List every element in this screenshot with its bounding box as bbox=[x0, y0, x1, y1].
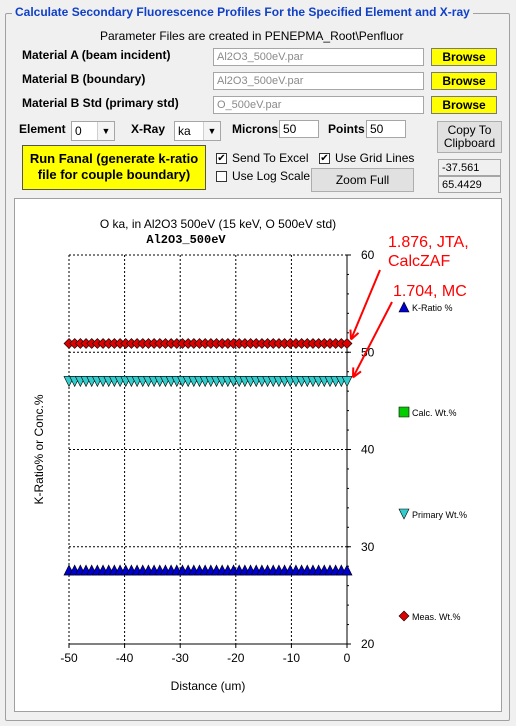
use-grid-lines-label: Use Grid Lines bbox=[335, 151, 415, 165]
use-grid-lines-checkbox[interactable]: ✔ bbox=[319, 153, 330, 164]
y-tick-label: 20 bbox=[361, 637, 375, 651]
annotation-jta: 1.876, JTA, bbox=[388, 234, 469, 251]
y-tick-label: 30 bbox=[361, 540, 375, 554]
x-tick-label: -30 bbox=[172, 651, 190, 665]
microns-field[interactable]: 50 bbox=[279, 120, 319, 138]
material-b-browse-button[interactable]: Browse bbox=[431, 72, 497, 90]
material-b-label: Material B (boundary) bbox=[22, 72, 146, 86]
chevron-down-icon[interactable]: ▼ bbox=[97, 122, 114, 140]
x-axis-label: Distance (um) bbox=[171, 679, 246, 693]
xray-select[interactable]: ka ▼ bbox=[174, 121, 221, 141]
annotation-jta-line2: CalcZAF bbox=[388, 253, 450, 270]
element-label: Element bbox=[19, 122, 66, 136]
material-b-field[interactable]: Al2O3_500eV.par bbox=[213, 72, 424, 90]
material-b-std-browse-button[interactable]: Browse bbox=[431, 96, 497, 114]
x-tick-label: 0 bbox=[344, 651, 351, 665]
legend-marker bbox=[398, 610, 410, 622]
material-b-std-field[interactable]: O_500eV.par bbox=[213, 96, 424, 114]
data-point bbox=[341, 338, 353, 349]
element-select[interactable]: 0 ▼ bbox=[71, 121, 115, 141]
legend-marker bbox=[398, 406, 410, 418]
x-tick-label: -20 bbox=[227, 651, 245, 665]
use-log-scale-checkbox[interactable] bbox=[216, 171, 227, 182]
use-log-scale-label: Use Log Scale bbox=[232, 169, 311, 183]
material-a-field[interactable]: Al2O3_500eV.par bbox=[213, 48, 424, 66]
annotation-arrow-jta-head bbox=[349, 329, 360, 341]
annotation-arrow-mc bbox=[352, 301, 393, 378]
annotation-mc: 1.704, MC bbox=[393, 283, 467, 300]
y-axis-label: K-Ratio% or Conc.% bbox=[32, 394, 46, 504]
x-tick-label: -40 bbox=[116, 651, 134, 665]
data-point bbox=[341, 564, 353, 576]
xray-label: X-Ray bbox=[131, 122, 166, 136]
send-to-excel-checkbox[interactable]: ✔ bbox=[216, 153, 227, 164]
y-tick-label: 40 bbox=[361, 443, 375, 457]
zoom-full-button[interactable]: Zoom Full bbox=[311, 168, 414, 192]
annotation-arrow-mc-head bbox=[352, 367, 362, 379]
parameter-files-note: Parameter Files are created in PENEPMA_R… bbox=[100, 29, 404, 43]
x-tick-label: -10 bbox=[283, 651, 301, 665]
run-fanal-button[interactable]: Run Fanal (generate k-ratio file for cou… bbox=[22, 145, 206, 190]
material-a-label: Material A (beam incident) bbox=[22, 48, 171, 62]
element-select-value: 0 bbox=[75, 124, 82, 138]
material-b-std-label: Material B Std (primary std) bbox=[22, 96, 179, 110]
points-field[interactable]: 50 bbox=[366, 120, 406, 138]
annotation-arrow-jta bbox=[350, 269, 381, 340]
chevron-down-icon[interactable]: ▼ bbox=[203, 122, 220, 140]
copy-to-clipboard-button[interactable]: Copy To Clipboard bbox=[437, 121, 502, 153]
legend-label: Primary Wt.% bbox=[412, 510, 467, 520]
chart-title: O ka, in Al2O3 500eV (15 keV, O 500eV st… bbox=[100, 217, 336, 231]
legend-label: K-Ratio % bbox=[412, 303, 453, 313]
send-to-excel-label: Send To Excel bbox=[232, 151, 309, 165]
material-a-browse-button[interactable]: Browse bbox=[431, 48, 497, 66]
cursor-x-readout: -37.561 bbox=[438, 159, 501, 176]
x-tick-label: -50 bbox=[60, 651, 78, 665]
data-point bbox=[341, 376, 353, 388]
legend-marker bbox=[398, 508, 410, 520]
cursor-y-readout: 65.4429 bbox=[438, 176, 501, 193]
groupbox-title: Calculate Secondary Fluorescence Profile… bbox=[12, 5, 473, 19]
points-label: Points bbox=[328, 122, 365, 136]
legend-marker bbox=[398, 301, 410, 313]
chart-subtitle: Al2O3_500eV bbox=[146, 233, 226, 247]
legend-label: Calc. Wt.% bbox=[412, 408, 457, 418]
y-tick-label: 60 bbox=[361, 248, 375, 262]
microns-label: Microns bbox=[232, 122, 279, 136]
xray-select-value: ka bbox=[178, 124, 191, 138]
plot-panel: -50 -40 -30 -20 -10 0 20 30 40 50 60 O ka, in Al2O3… bbox=[14, 198, 502, 712]
legend-label: Meas. Wt.% bbox=[412, 612, 461, 622]
